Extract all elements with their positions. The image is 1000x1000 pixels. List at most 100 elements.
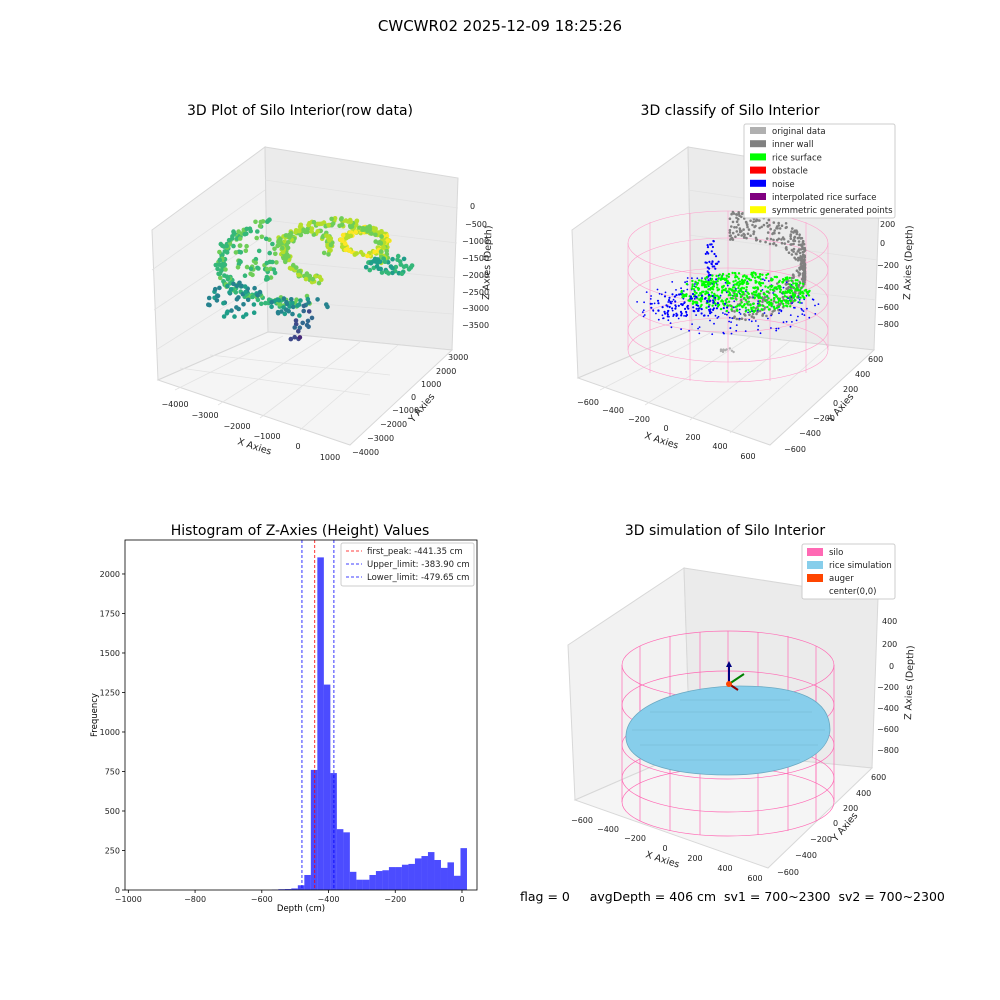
p1-point [301, 303, 307, 309]
p2-point [734, 305, 737, 309]
p2-point [705, 261, 708, 264]
p4-xtick: −600 [571, 816, 593, 825]
p1-point [360, 252, 366, 257]
p2-point [767, 308, 771, 311]
p2-point [785, 287, 788, 291]
p2-point [817, 303, 820, 305]
p1-point [254, 235, 259, 241]
p1-point [309, 229, 315, 234]
p1-point [273, 251, 278, 257]
p2-point [732, 280, 735, 283]
p1-point [234, 297, 240, 302]
p4-xtick: −400 [597, 825, 619, 834]
p2-point [762, 223, 766, 227]
p2-point [743, 296, 746, 300]
p1-point [298, 232, 304, 238]
p2-point [803, 266, 807, 269]
p2-point [781, 296, 785, 299]
panel1-title: 3D Plot of Silo Interior(row data) [186, 103, 414, 119]
p1-point [218, 275, 223, 281]
p2-point [758, 275, 762, 278]
p2-point [683, 315, 685, 317]
p2-point [730, 321, 732, 323]
p2-point [793, 293, 796, 296]
p1-point [332, 216, 338, 221]
p2-point [735, 226, 738, 229]
p1-point [292, 325, 298, 330]
p2-point [799, 248, 803, 251]
p1-point [309, 315, 315, 321]
p2-point [772, 293, 776, 296]
p2-point [752, 271, 755, 274]
p2-point [735, 275, 739, 279]
p2-point [785, 320, 788, 323]
p1-ytick: −4000 [352, 448, 379, 457]
p1-point [306, 309, 312, 314]
p2-point [789, 243, 792, 246]
p2-point [738, 311, 741, 314]
p2-point [681, 296, 684, 299]
p2-point [702, 290, 705, 293]
p2-point [726, 290, 729, 293]
p2-point [719, 307, 723, 311]
p1-point [221, 300, 226, 306]
p2-point [657, 318, 660, 321]
p1-ztick: −1000 [462, 237, 489, 246]
p1-xtick: −2000 [223, 422, 250, 431]
p4-zlabel: Z Axies (Depth) [903, 645, 917, 720]
p2-point [797, 240, 801, 243]
p2-point [765, 314, 768, 318]
p2-point [737, 277, 740, 280]
p1-ytick: 2000 [436, 367, 456, 376]
p1-point [212, 286, 218, 292]
p2-point [797, 315, 799, 318]
p2-point [728, 292, 731, 295]
p4-legend-label: rice simulation [829, 561, 892, 571]
p2-point [787, 240, 790, 243]
p2-point [801, 294, 804, 297]
p1-point [232, 314, 237, 319]
p2-point [716, 262, 719, 265]
p1-point [303, 276, 309, 282]
p2-point [786, 305, 789, 308]
p2-point [801, 302, 803, 304]
p2-point [797, 243, 801, 247]
p2-point [705, 306, 708, 309]
p2-point [710, 291, 714, 294]
p2-point [691, 283, 694, 286]
p2-point [710, 243, 713, 246]
p2-point [759, 240, 762, 243]
p2-point [733, 283, 736, 286]
p4-xtick: 0 [662, 844, 667, 853]
p4-ztick: 0 [889, 662, 894, 671]
p1-point [317, 221, 323, 227]
p2-point [712, 285, 716, 288]
p2-point [795, 284, 798, 287]
p1-ztick: −500 [465, 220, 487, 229]
p1-point [251, 310, 257, 316]
p2-point [747, 308, 750, 312]
p2-point [774, 286, 777, 289]
p2-point [801, 241, 805, 245]
p1-point [305, 318, 311, 324]
p2-point [801, 280, 805, 283]
p2-point [789, 314, 792, 316]
p4-xtick: 600 [747, 874, 762, 883]
p2-point [792, 239, 795, 242]
p1-point [226, 237, 232, 243]
p2-point [696, 277, 699, 280]
p1-point [244, 226, 249, 232]
p2-point [791, 273, 795, 277]
p2-point [724, 313, 726, 315]
p2-point [766, 301, 769, 304]
p2-point [779, 285, 782, 289]
p1-point [244, 243, 249, 249]
p1-point [237, 236, 243, 241]
p1-zlabel: Z Axies (Depth) [481, 225, 495, 300]
p1-point [381, 244, 386, 250]
p1-point [231, 243, 236, 249]
p2-point [766, 225, 770, 228]
p2-point [777, 280, 781, 284]
p2-point [650, 295, 652, 297]
p2-point [745, 281, 748, 284]
